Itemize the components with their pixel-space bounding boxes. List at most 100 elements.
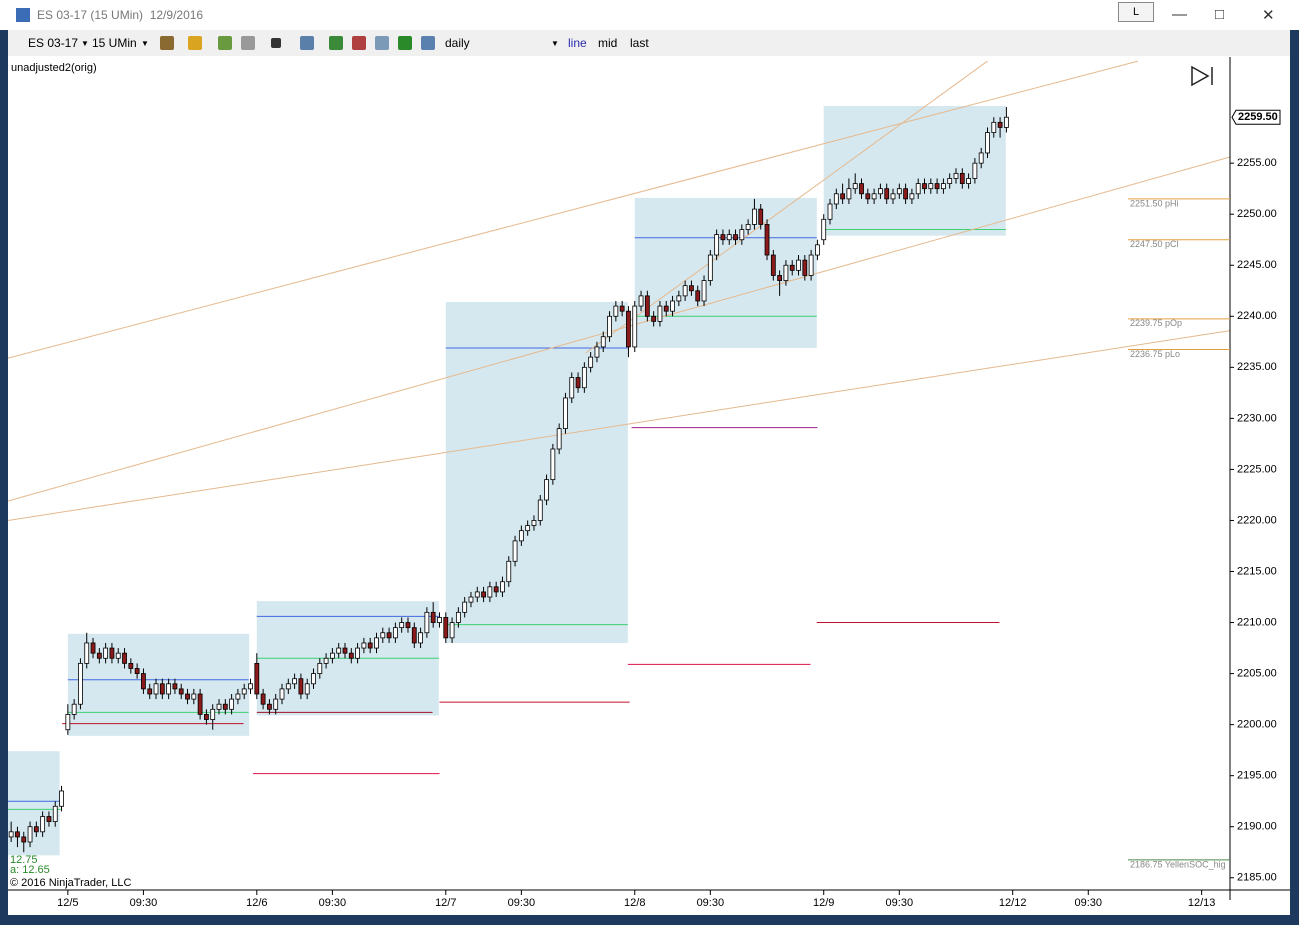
bar-type-icon[interactable] xyxy=(160,36,174,50)
candle-body xyxy=(449,622,455,639)
candle-body xyxy=(808,254,814,276)
y-tick-label: 2215.00 xyxy=(1237,565,1277,577)
x-tick-label: 09:30 xyxy=(130,897,158,909)
candle-body xyxy=(695,290,701,302)
play-icon[interactable] xyxy=(1191,65,1213,87)
candle-body xyxy=(833,193,839,205)
mode-button[interactable]: mid xyxy=(598,36,618,50)
candle-body xyxy=(789,264,795,271)
candle-body xyxy=(985,132,990,154)
candle-body xyxy=(1003,116,1009,128)
candle-body xyxy=(657,305,663,322)
dropdown-arrow[interactable]: ▼ xyxy=(81,39,89,48)
candle-body xyxy=(689,285,694,292)
candle-body xyxy=(367,642,373,649)
strategies-icon[interactable] xyxy=(352,36,366,50)
candle-body xyxy=(512,540,518,562)
y-tick-label: 2185.00 xyxy=(1237,872,1277,884)
link-button[interactable]: L xyxy=(1118,2,1154,22)
candle-body xyxy=(733,234,738,241)
candle-body xyxy=(392,627,398,639)
candle-body xyxy=(210,708,216,720)
indicator-label: unadjusted2(orig) xyxy=(11,62,97,74)
close[interactable]: ✕ xyxy=(1262,7,1275,24)
candle-body xyxy=(544,479,549,501)
profile-box xyxy=(8,751,60,856)
candle-body xyxy=(141,673,146,690)
candle-body xyxy=(651,315,657,322)
candle-body xyxy=(468,596,474,603)
crosshair-icon[interactable] xyxy=(271,38,281,48)
instrument-selector[interactable]: ES 03-17 xyxy=(28,36,79,50)
candle-body xyxy=(59,790,64,807)
candle-body xyxy=(903,188,909,200)
candle-body xyxy=(348,652,354,659)
candle-body xyxy=(405,622,411,629)
candle-body xyxy=(298,678,304,695)
candle-body xyxy=(865,193,871,200)
indicators-icon[interactable] xyxy=(329,36,343,50)
interval-selector[interactable]: 15 UMin xyxy=(92,36,137,50)
trend-line xyxy=(8,60,1139,359)
candle-body xyxy=(96,652,102,659)
template-selector[interactable]: daily xyxy=(445,36,470,50)
trend-line xyxy=(8,330,1231,521)
x-tick-label: 12/12 xyxy=(999,897,1027,909)
title-bar: ES 03-17 (15 UMin) 12/9/2016 L — □ ✕ xyxy=(0,0,1299,30)
candle-body xyxy=(235,693,241,700)
candle-body xyxy=(550,448,556,481)
candle-body xyxy=(474,591,480,598)
candle-body xyxy=(21,836,27,843)
draw-icon[interactable] xyxy=(188,36,202,50)
candle-body xyxy=(147,688,153,695)
candle-body xyxy=(204,714,209,720)
candle-body xyxy=(197,693,203,715)
candle-body xyxy=(115,652,121,659)
y-tick-label: 2245.00 xyxy=(1237,259,1277,271)
candle-body xyxy=(260,693,266,705)
candle-body xyxy=(178,688,184,695)
candle-body xyxy=(537,499,543,521)
y-tick-label: 2230.00 xyxy=(1237,412,1277,424)
candle-body xyxy=(342,647,348,654)
properties-icon[interactable] xyxy=(421,36,435,50)
candle-body xyxy=(707,254,713,281)
candle-body xyxy=(500,581,505,593)
minimize[interactable]: — xyxy=(1172,6,1187,23)
zoom-in-icon[interactable] xyxy=(218,36,232,50)
maximize[interactable]: □ xyxy=(1215,6,1225,23)
candle-body xyxy=(575,377,581,389)
candle-body xyxy=(613,305,619,317)
mode-button[interactable]: last xyxy=(630,36,649,50)
candle-body xyxy=(846,188,852,200)
x-tick-label: 09:30 xyxy=(697,897,725,909)
candle-body xyxy=(267,703,272,710)
y-tick-label: 2235.00 xyxy=(1237,361,1277,373)
candle-body xyxy=(329,652,335,659)
y-tick-label: 2250.00 xyxy=(1237,208,1277,220)
candle-body xyxy=(852,183,858,190)
app-icon xyxy=(16,8,30,22)
data-box-icon[interactable] xyxy=(300,36,314,50)
candle-body xyxy=(682,285,688,297)
y-tick-label: 2205.00 xyxy=(1237,667,1277,679)
candle-body xyxy=(15,831,20,838)
zoom-out-icon[interactable] xyxy=(241,36,255,50)
candle-body xyxy=(248,683,253,690)
dropdown-arrow[interactable]: ▼ xyxy=(141,39,149,48)
y-tick-label: 2210.00 xyxy=(1237,616,1277,628)
dropdown-arrow[interactable]: ▼ xyxy=(551,39,559,48)
candle-body xyxy=(254,662,260,695)
candle-body xyxy=(953,172,959,179)
candle-body xyxy=(821,218,827,241)
trend-line xyxy=(585,60,988,354)
candle-body xyxy=(796,259,801,271)
candle-body xyxy=(745,224,751,230)
mode-button[interactable]: line xyxy=(568,36,587,50)
candle-body xyxy=(922,183,927,190)
x-tick-label: 09:30 xyxy=(508,897,536,909)
order-icon[interactable] xyxy=(398,36,412,50)
lines-icon[interactable] xyxy=(375,36,389,50)
candle-body xyxy=(518,530,524,542)
